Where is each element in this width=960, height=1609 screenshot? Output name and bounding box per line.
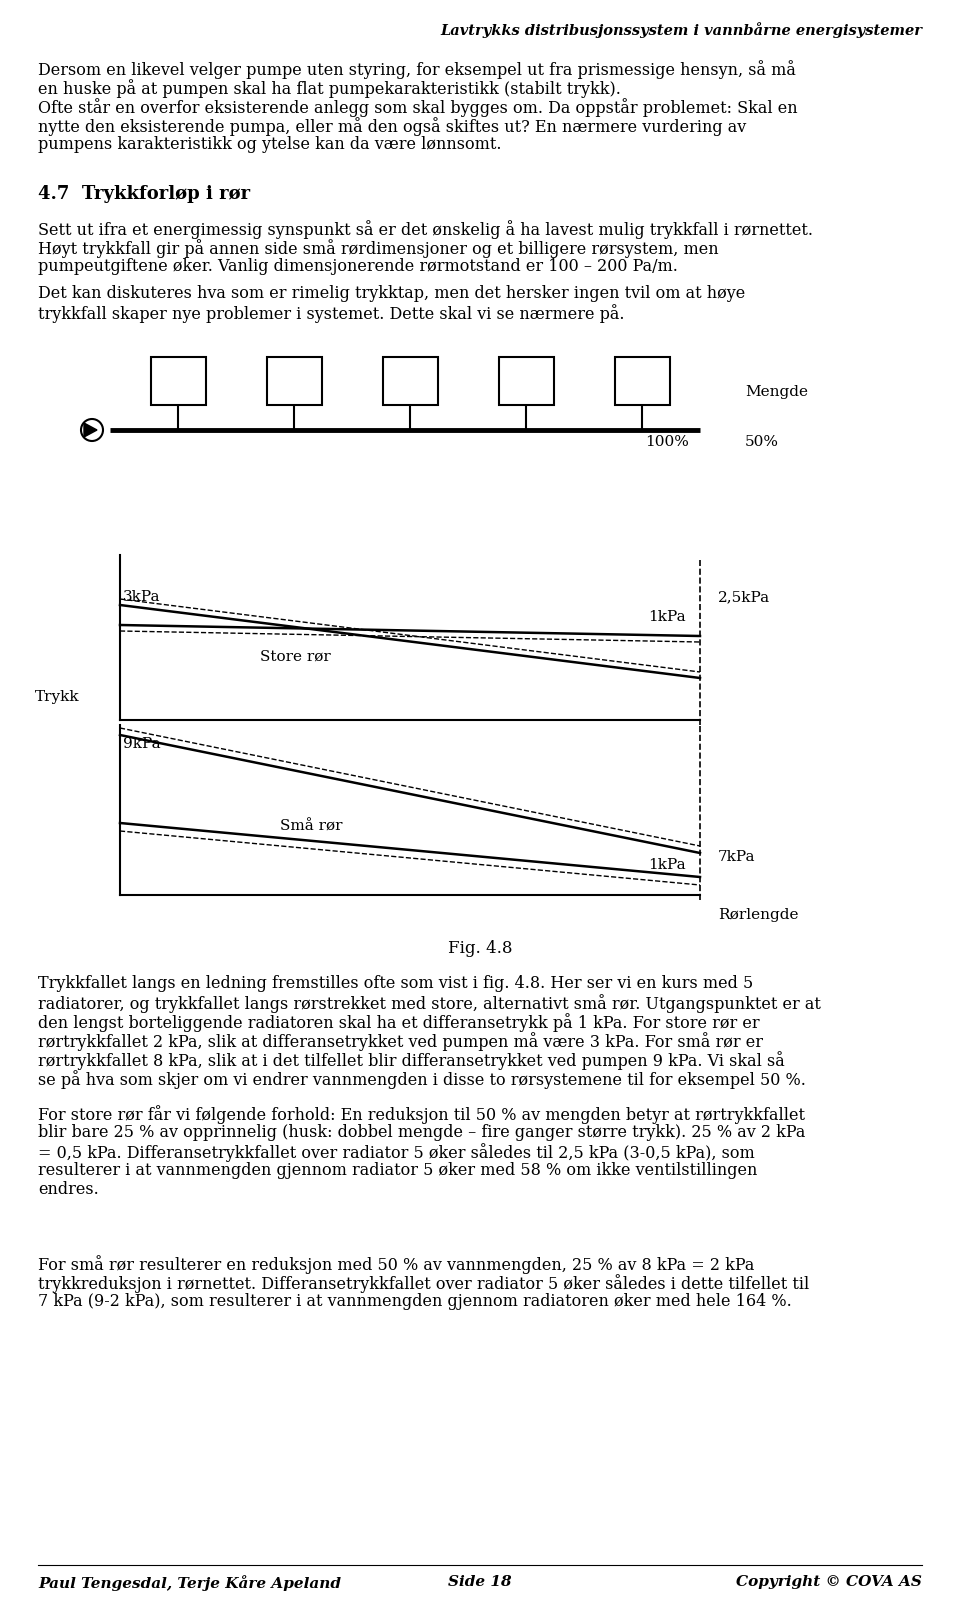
Text: Dersom en likevel velger pumpe uten styring, for eksempel ut fra prismessige hen: Dersom en likevel velger pumpe uten styr… (38, 60, 796, 79)
Text: 2,5kPa: 2,5kPa (718, 591, 770, 603)
Text: den lengst borteliggende radiatoren skal ha et differansetrykk på 1 kPa. For sto: den lengst borteliggende radiatoren skal… (38, 1014, 759, 1031)
Text: blir bare 25 % av opprinnelig (husk: dobbel mengde – fire ganger større trykk). : blir bare 25 % av opprinnelig (husk: dob… (38, 1125, 805, 1141)
Text: nytte den eksisterende pumpa, eller må den også skiftes ut? En nærmere vurdering: nytte den eksisterende pumpa, eller må d… (38, 117, 746, 135)
Text: pumpeutgiftene øker. Vanlig dimensjonerende rørmotstand er 100 – 200 Pa/m.: pumpeutgiftene øker. Vanlig dimensjonere… (38, 257, 678, 275)
Text: Små rør: Små rør (280, 821, 343, 833)
Text: Høyt trykkfall gir på annen side små rørdimensjoner og et billigere rørsystem, m: Høyt trykkfall gir på annen side små rør… (38, 240, 719, 257)
Text: For små rør resulterer en reduksjon med 50 % av vannmengden, 25 % av 8 kPa = 2 k: For små rør resulterer en reduksjon med … (38, 1255, 755, 1274)
Text: trykkfall skaper nye problemer i systemet. Dette skal vi se nærmere på.: trykkfall skaper nye problemer i systeme… (38, 304, 625, 323)
Circle shape (81, 418, 103, 441)
Text: Side 18: Side 18 (448, 1575, 512, 1590)
Text: For store rør får vi følgende forhold: En reduksjon til 50 % av mengden betyr at: For store rør får vi følgende forhold: E… (38, 1105, 805, 1125)
Text: rørtrykkfallet 8 kPa, slik at i det tilfellet blir differansetrykket ved pumpen : rørtrykkfallet 8 kPa, slik at i det tilf… (38, 1051, 784, 1070)
Bar (151, 357, 205, 405)
Text: Rørlengde: Rørlengde (718, 907, 799, 922)
Text: 50%: 50% (745, 434, 779, 449)
Text: 1kPa: 1kPa (648, 858, 685, 872)
Text: en huske på at pumpen skal ha flat pumpekarakteristikk (stabilt trykk).: en huske på at pumpen skal ha flat pumpe… (38, 79, 621, 98)
Text: Trykk: Trykk (35, 690, 80, 705)
Text: pumpens karakteristikk og ytelse kan da være lønnsomt.: pumpens karakteristikk og ytelse kan da … (38, 137, 501, 153)
Text: = 0,5 kPa. Differansetrykkfallet over radiator 5 øker således til 2,5 kPa (3-0,5: = 0,5 kPa. Differansetrykkfallet over ra… (38, 1142, 755, 1162)
Text: 7kPa: 7kPa (718, 850, 756, 864)
Text: 1kPa: 1kPa (648, 610, 685, 624)
Bar (267, 357, 322, 405)
Text: resulterer i at vannmengden gjennom radiator 5 øker med 58 % om ikke ventilstill: resulterer i at vannmengden gjennom radi… (38, 1162, 757, 1179)
Text: 9kPa: 9kPa (123, 737, 160, 751)
Text: 100%: 100% (645, 434, 689, 449)
Text: Fig. 4.8: Fig. 4.8 (447, 940, 513, 957)
Text: Paul Tengesdal, Terje Kåre Apeland: Paul Tengesdal, Terje Kåre Apeland (38, 1575, 341, 1591)
Text: 3kPa: 3kPa (123, 591, 160, 603)
Text: radiatorer, og trykkfallet langs rørstrekket med store, alternativt små rør. Utg: radiatorer, og trykkfallet langs rørstre… (38, 994, 821, 1014)
Text: rørtrykkfallet 2 kPa, slik at differansetrykket ved pumpen må være 3 kPa. For sm: rørtrykkfallet 2 kPa, slik at differanse… (38, 1031, 763, 1051)
Text: Sett ut ifra et energimessig synspunkt så er det ønskelig å ha lavest mulig tryk: Sett ut ifra et energimessig synspunkt s… (38, 220, 813, 238)
Text: Ofte står en overfor eksisterende anlegg som skal bygges om. Da oppstår probleme: Ofte står en overfor eksisterende anlegg… (38, 98, 798, 117)
Text: Lavtrykks distribusjonssystem i vannbårne energisystemer: Lavtrykks distribusjonssystem i vannbårn… (440, 23, 922, 39)
Text: endres.: endres. (38, 1181, 99, 1199)
Text: Det kan diskuteres hva som er rimelig trykktap, men det hersker ingen tvil om at: Det kan diskuteres hva som er rimelig tr… (38, 285, 745, 302)
Text: se på hva som skjer om vi endrer vannmengden i disse to rørsystemene til for eks: se på hva som skjer om vi endrer vannmen… (38, 1070, 805, 1089)
Text: Copyright © COVA AS: Copyright © COVA AS (736, 1575, 922, 1590)
Text: Trykkfallet langs en ledning fremstilles ofte som vist i fig. 4.8. Her ser vi en: Trykkfallet langs en ledning fremstilles… (38, 975, 754, 993)
Text: trykkreduksjon i rørnettet. Differansetrykkfallet over radiator 5 øker således i: trykkreduksjon i rørnettet. Differansetr… (38, 1274, 809, 1294)
Polygon shape (84, 423, 97, 438)
Text: 4.7  Trykkforløp i rør: 4.7 Trykkforløp i rør (38, 185, 251, 203)
Text: Store rør: Store rør (260, 650, 331, 665)
Text: 7 kPa (9-2 kPa), som resulterer i at vannmengden gjennom radiatoren øker med hel: 7 kPa (9-2 kPa), som resulterer i at van… (38, 1294, 792, 1310)
Bar (498, 357, 554, 405)
Bar (614, 357, 669, 405)
Bar (382, 357, 438, 405)
Text: Mengde: Mengde (745, 385, 808, 399)
